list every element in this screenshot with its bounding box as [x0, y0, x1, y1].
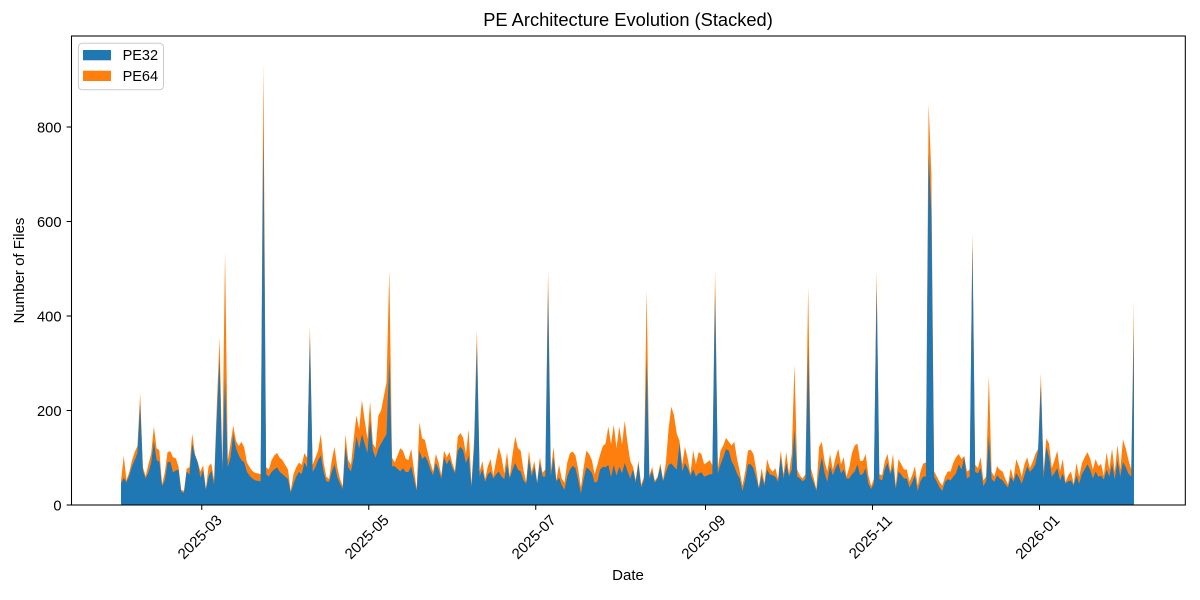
svg-text:Date: Date	[612, 567, 644, 584]
svg-text:200: 200	[37, 404, 62, 420]
svg-text:800: 800	[37, 120, 62, 136]
svg-text:400: 400	[37, 309, 62, 325]
svg-text:PE32: PE32	[123, 48, 158, 64]
svg-text:PE Architecture Evolution (Sta: PE Architecture Evolution (Stacked)	[483, 9, 773, 30]
svg-text:Number of Files: Number of Files	[11, 218, 28, 324]
svg-text:0: 0	[53, 498, 61, 514]
svg-text:600: 600	[37, 215, 62, 231]
svg-text:PE64: PE64	[123, 69, 158, 85]
